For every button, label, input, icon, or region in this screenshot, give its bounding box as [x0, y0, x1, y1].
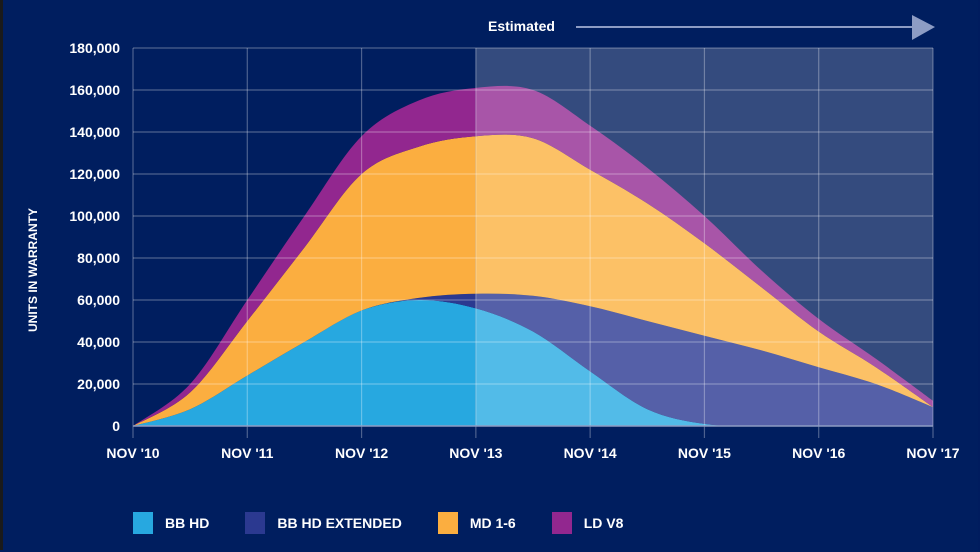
y-tick-label: 40,000: [77, 334, 120, 350]
y-tick-label: 100,000: [69, 208, 120, 224]
arrow-right-icon: [912, 15, 935, 40]
area-ld-v8-estimated: [475, 85, 933, 408]
y-tick-label: 140,000: [69, 124, 120, 140]
y-tick-label: 0: [112, 418, 120, 434]
legend-label: BB HD EXTENDED: [277, 515, 402, 531]
legend-swatch: [437, 512, 458, 534]
y-axis-ticks: 0 20,000 40,000 60,000 80,000 100,000 120,000 1…: [69, 40, 120, 434]
x-tick-label: NOV '16: [792, 445, 845, 461]
legend-item-ld-v8: LD V8: [551, 512, 624, 534]
x-tick-label: NOV '17: [906, 445, 959, 461]
area-bb-hd-estimated: [475, 308, 933, 427]
areas: [133, 85, 933, 427]
y-tick-label: 20,000: [77, 376, 120, 392]
grid-lines: [132, 47, 934, 438]
legend-item-md-1-6: MD 1-6: [437, 512, 516, 534]
x-tick-label: NOV '10: [106, 445, 159, 461]
legend-item-bb-hd: BB HD: [133, 512, 209, 534]
x-tick-label: NOV '14: [564, 445, 617, 461]
y-tick-label: 60,000: [77, 292, 120, 308]
x-tick-label: NOV '12: [335, 445, 388, 461]
legend: BB HD BB HD EXTENDED MD 1-6 LD V8: [133, 512, 659, 534]
area-md-1-6-estimated: [475, 134, 933, 408]
area-ld-v8-actual: [133, 87, 476, 426]
y-axis-label: UNITS IN WARRANTY: [26, 208, 40, 332]
legend-item-bb-hd-extended: BB HD EXTENDED: [245, 512, 402, 534]
area-bb-hd-actual: [133, 299, 476, 426]
legend-swatch: [245, 512, 266, 534]
area-bb-hd-extended-estimated: [475, 293, 933, 427]
x-tick-label: NOV '15: [678, 445, 731, 461]
y-tick-label: 160,000: [69, 82, 120, 98]
y-tick-label: 80,000: [77, 250, 120, 266]
legend-label: BB HD: [165, 515, 210, 531]
legend-swatch: [133, 512, 153, 534]
legend-swatch: [551, 512, 572, 534]
x-tick-label: NOV '11: [221, 445, 274, 461]
y-tick-label: 120,000: [69, 166, 120, 182]
x-tick-label: NOV '13: [449, 445, 502, 461]
estimated-label: Estimated: [488, 18, 555, 34]
y-tick-label: 180,000: [69, 40, 120, 56]
x-axis-ticks: NOV '10 NOV '11 NOV '12 NOV '13 NOV '14 NOV '…: [106, 445, 959, 461]
legend-label: MD 1-6: [469, 515, 516, 531]
legend-label: LD V8: [583, 515, 624, 531]
area-md-1-6-actual: [133, 136, 476, 426]
